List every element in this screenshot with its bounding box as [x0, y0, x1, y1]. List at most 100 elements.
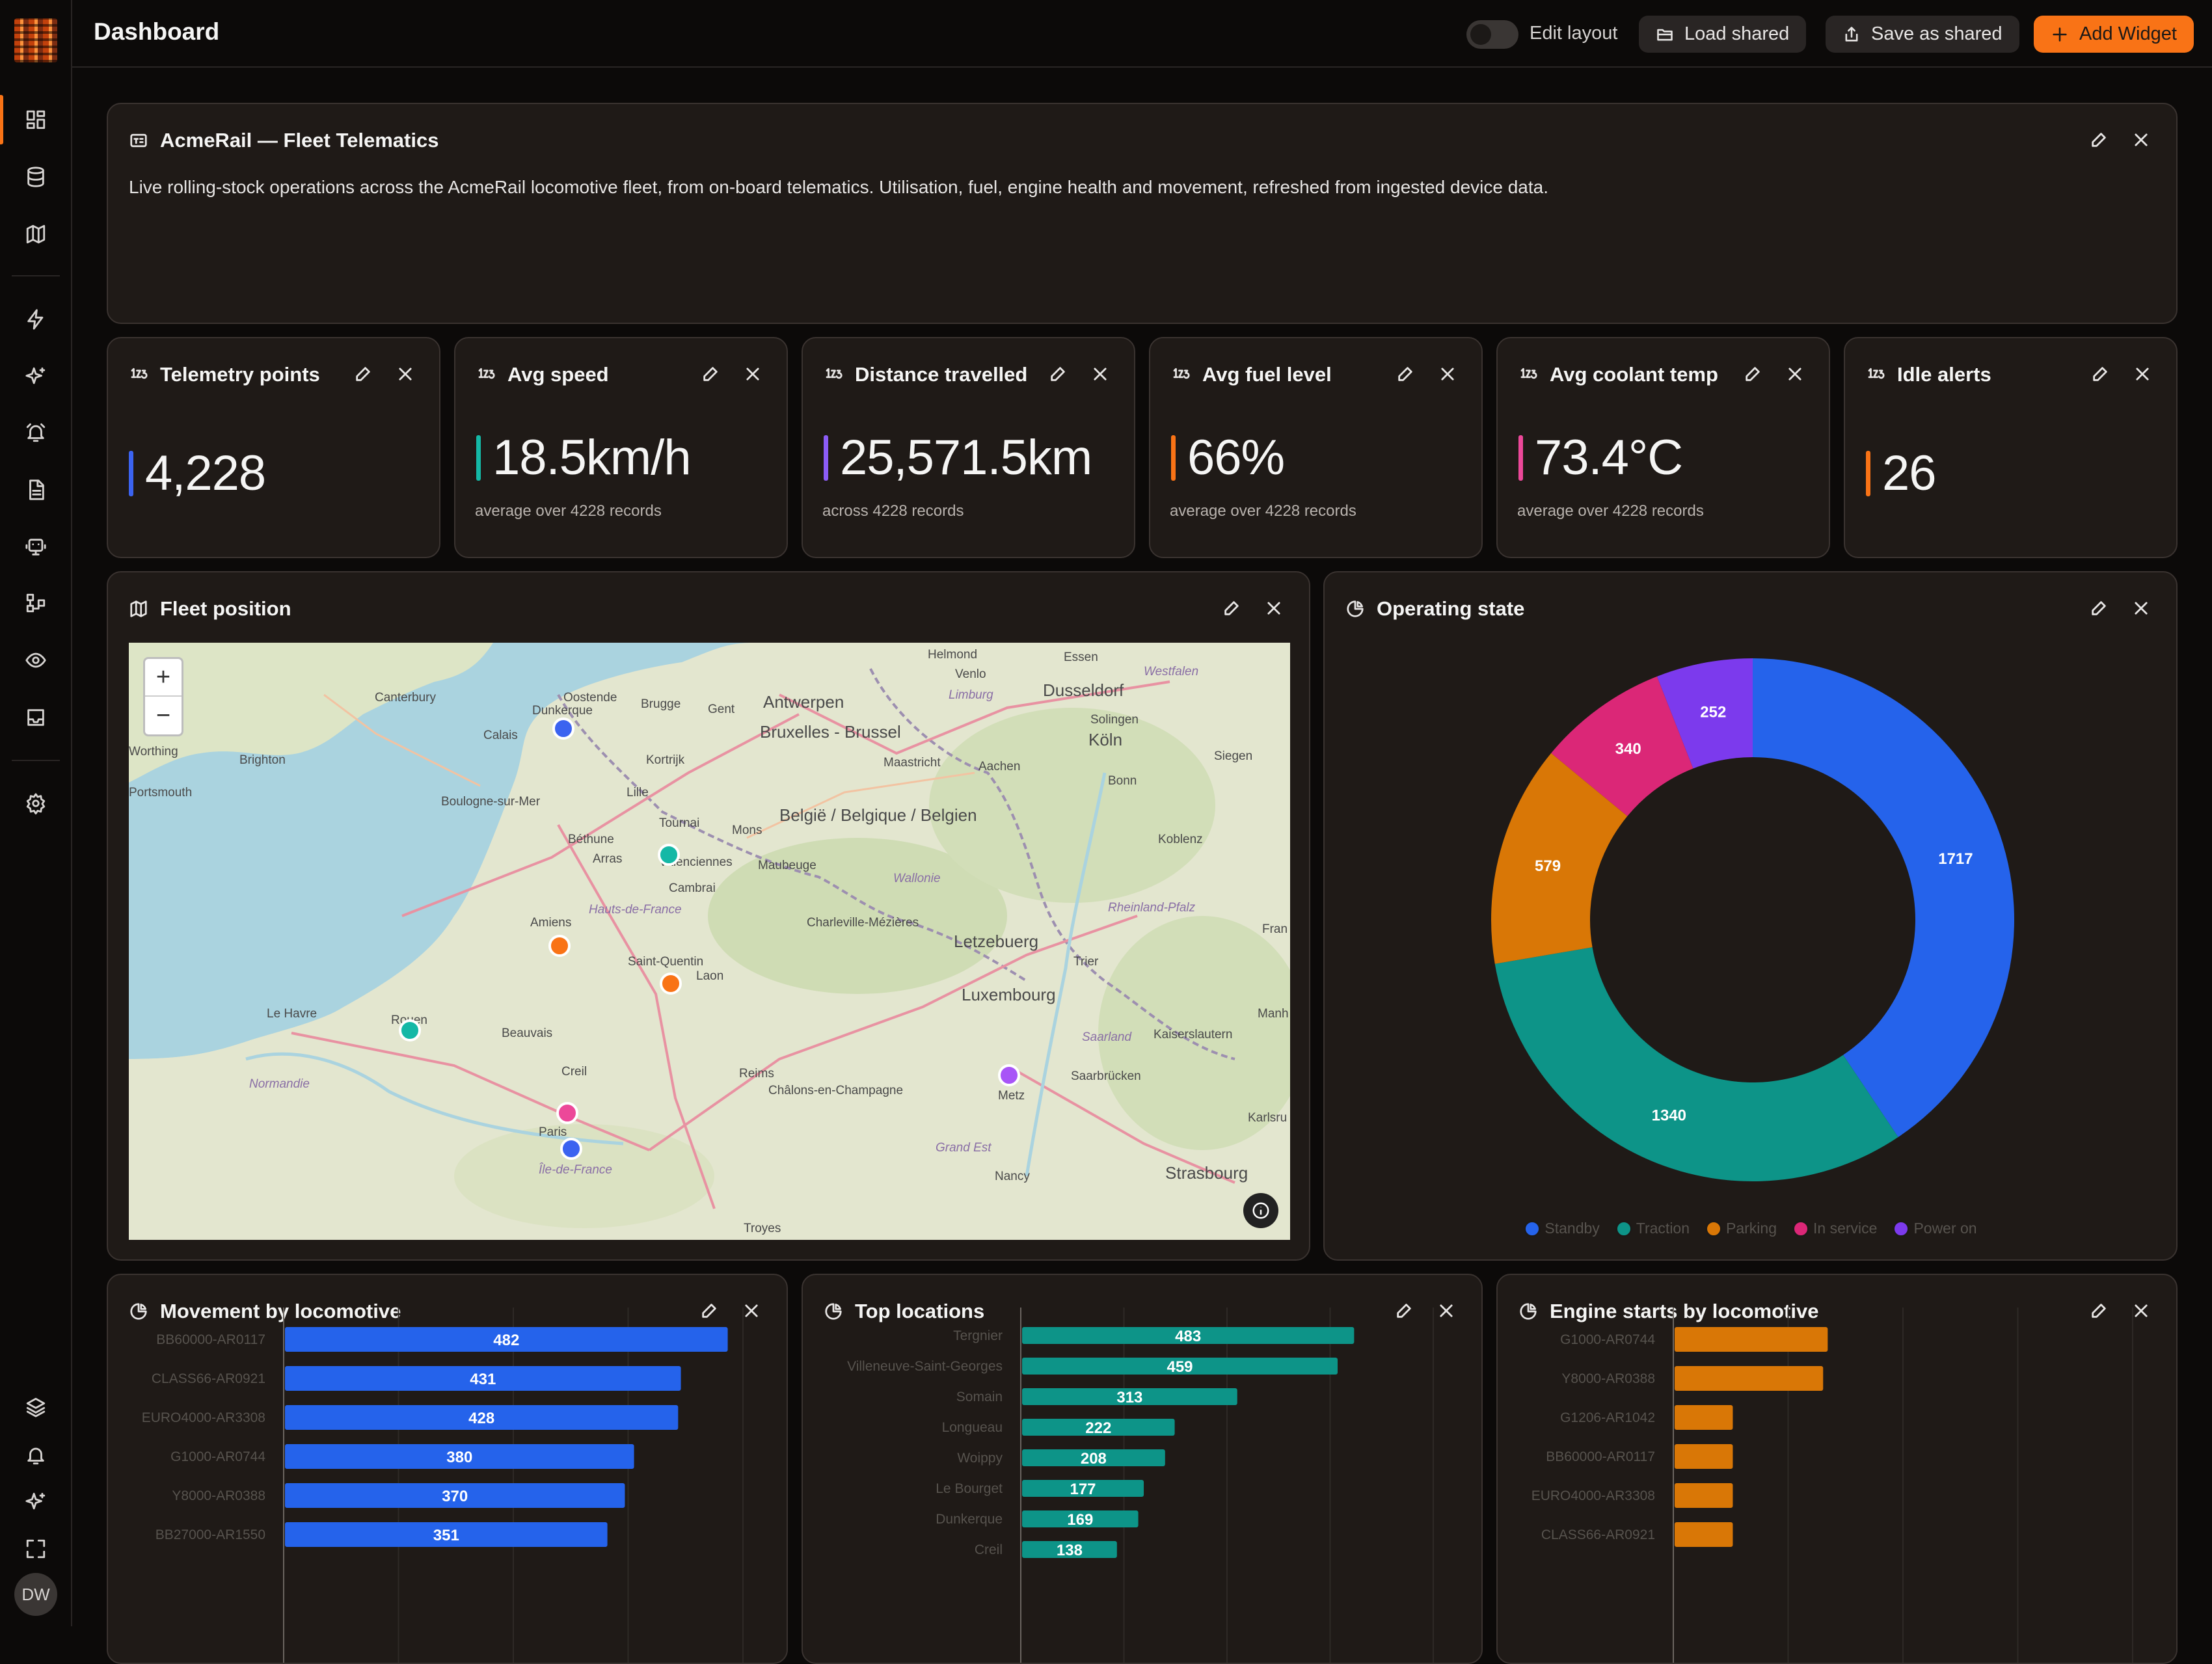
- map-marker[interactable]: [998, 1064, 1020, 1086]
- nav-alarms[interactable]: [18, 415, 53, 450]
- map-place-label: Bruxelles - Brussel: [760, 722, 901, 742]
- bar[interactable]: [1675, 1522, 1733, 1547]
- remove-widget-button[interactable]: [2131, 363, 2153, 385]
- bar[interactable]: [1675, 1405, 1733, 1430]
- legend-item[interactable]: Power on: [1893, 1220, 1977, 1237]
- map-marker[interactable]: [399, 1019, 421, 1041]
- nav-fullscreen[interactable]: [18, 1531, 53, 1566]
- bar[interactable]: [285, 1483, 625, 1508]
- edit-layout-toggle[interactable]: [1466, 20, 1518, 49]
- remove-widget-button[interactable]: [2130, 597, 2152, 619]
- app-logo[interactable]: [14, 18, 57, 62]
- remove-widget-button[interactable]: [1089, 363, 1111, 385]
- bar[interactable]: [1022, 1388, 1237, 1405]
- bar[interactable]: [1022, 1480, 1144, 1497]
- bar[interactable]: [1675, 1327, 1828, 1352]
- load-shared-button[interactable]: Load shared: [1639, 16, 1807, 53]
- donut-slice[interactable]: [1491, 753, 1628, 964]
- donut-slice[interactable]: [1656, 658, 1753, 769]
- map-place-label: Brighton: [239, 753, 286, 767]
- bar[interactable]: [1022, 1541, 1117, 1558]
- bar[interactable]: [1022, 1358, 1338, 1375]
- nav-ai[interactable]: [18, 359, 53, 394]
- bar[interactable]: [1675, 1483, 1733, 1508]
- avatar[interactable]: DW: [14, 1573, 57, 1616]
- bar[interactable]: [285, 1522, 608, 1547]
- map-place-label: Dunkerque: [532, 704, 593, 718]
- remove-widget-button[interactable]: [1784, 363, 1806, 385]
- edit-widget-button[interactable]: [1742, 363, 1764, 385]
- map-place-label: Île-de-France: [539, 1162, 612, 1177]
- bar[interactable]: [285, 1444, 634, 1469]
- bar[interactable]: [1022, 1449, 1165, 1466]
- add-widget-button[interactable]: Add Widget: [2034, 16, 2194, 53]
- donut-slice[interactable]: [1494, 947, 1898, 1181]
- legend-item[interactable]: In service: [1792, 1220, 1877, 1237]
- nav-reports[interactable]: [18, 472, 53, 507]
- bar[interactable]: [1675, 1366, 1824, 1391]
- nav-data[interactable]: [18, 159, 53, 195]
- edit-widget-button[interactable]: [2088, 1300, 2110, 1322]
- edit-widget-button[interactable]: [699, 363, 722, 385]
- nav-events[interactable]: [18, 302, 53, 337]
- edit-widget-button[interactable]: [352, 363, 374, 385]
- remove-widget-button[interactable]: [1436, 363, 1459, 385]
- nav-inbox[interactable]: [18, 700, 53, 735]
- edit-widget-button[interactable]: [1047, 363, 1069, 385]
- donut-slice[interactable]: [1551, 676, 1693, 816]
- remove-widget-button[interactable]: [394, 363, 416, 385]
- bar[interactable]: [1022, 1510, 1139, 1527]
- nav-notifications[interactable]: [18, 1438, 53, 1473]
- remove-widget-button[interactable]: [2130, 1300, 2152, 1322]
- remove-widget-button[interactable]: [1435, 1300, 1457, 1322]
- bar[interactable]: [1022, 1327, 1355, 1344]
- legend-item[interactable]: Parking: [1705, 1220, 1777, 1237]
- remove-widget-button[interactable]: [1263, 597, 1285, 619]
- close-icon: [1267, 602, 1280, 615]
- nav-devices[interactable]: [18, 530, 53, 565]
- edit-widget-button[interactable]: [2089, 363, 2111, 385]
- nav-workflows[interactable]: [18, 585, 53, 621]
- pencil-icon: [356, 367, 370, 381]
- legend-item[interactable]: Traction: [1615, 1220, 1690, 1237]
- bar[interactable]: [1022, 1419, 1175, 1436]
- layers-icon: [26, 1397, 46, 1417]
- save-shared-button[interactable]: Save as shared: [1826, 16, 2019, 53]
- map-canvas[interactable]: Canterbury Oostende Brugge Antwerpen Essen Du…: [129, 643, 1290, 1240]
- bar[interactable]: [285, 1366, 681, 1391]
- nav-monitor[interactable]: [18, 643, 53, 678]
- bar-value-label: 138: [1057, 1542, 1083, 1559]
- map-place-label: Venlo: [955, 667, 986, 681]
- map-attribution-button[interactable]: [1243, 1193, 1278, 1228]
- remove-widget-button[interactable]: [740, 1300, 762, 1322]
- bar[interactable]: [285, 1327, 728, 1352]
- nav-map[interactable]: [18, 217, 53, 252]
- edit-widget-button[interactable]: [1394, 363, 1416, 385]
- zoom-out-button[interactable]: −: [155, 701, 171, 729]
- nav-settings[interactable]: [18, 786, 53, 821]
- donut-slice[interactable]: [1753, 658, 2014, 1138]
- remove-widget-button[interactable]: [742, 363, 764, 385]
- edit-widget-button[interactable]: [2088, 129, 2110, 151]
- edit-widget-button[interactable]: [2088, 597, 2110, 619]
- zoom-in-button[interactable]: +: [145, 659, 182, 697]
- remove-widget-button[interactable]: [2130, 129, 2152, 151]
- nav-layers[interactable]: [18, 1389, 53, 1425]
- bar[interactable]: [1675, 1444, 1733, 1469]
- edit-widget-button[interactable]: [698, 1300, 720, 1322]
- edit-widget-button[interactable]: [1393, 1300, 1415, 1322]
- map-marker[interactable]: [658, 844, 680, 866]
- map-marker[interactable]: [552, 718, 574, 740]
- edit-widget-button[interactable]: [1221, 597, 1243, 619]
- legend-item[interactable]: Standby: [1524, 1220, 1600, 1237]
- alarm-icon: [26, 423, 46, 442]
- map-marker[interactable]: [660, 973, 682, 995]
- map-marker[interactable]: [556, 1102, 578, 1124]
- map-marker[interactable]: [548, 935, 571, 957]
- bar[interactable]: [285, 1405, 679, 1430]
- map-place-label: Worthing: [129, 745, 178, 758]
- bar-value-label: 177: [1070, 1481, 1096, 1498]
- map-marker[interactable]: [560, 1138, 582, 1160]
- nav-dashboard[interactable]: [18, 102, 53, 137]
- nav-assistant[interactable]: [18, 1484, 53, 1520]
